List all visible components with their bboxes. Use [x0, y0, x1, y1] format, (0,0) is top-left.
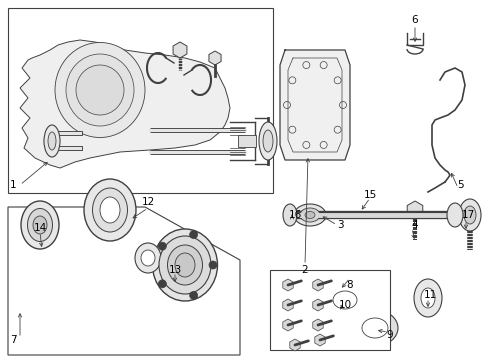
- Text: 16: 16: [289, 210, 302, 220]
- Ellipse shape: [333, 291, 357, 309]
- Ellipse shape: [362, 318, 388, 338]
- Text: 17: 17: [462, 210, 475, 220]
- Polygon shape: [173, 42, 187, 58]
- Text: 1: 1: [10, 180, 16, 190]
- Ellipse shape: [259, 122, 277, 160]
- Circle shape: [190, 292, 197, 300]
- Ellipse shape: [447, 203, 463, 227]
- Ellipse shape: [294, 204, 326, 226]
- Ellipse shape: [135, 243, 161, 273]
- Ellipse shape: [414, 279, 442, 317]
- Polygon shape: [313, 279, 323, 291]
- Polygon shape: [20, 40, 230, 168]
- Text: 11: 11: [423, 290, 437, 300]
- Ellipse shape: [100, 197, 120, 223]
- Polygon shape: [283, 279, 293, 291]
- Ellipse shape: [93, 188, 127, 232]
- Polygon shape: [8, 207, 240, 355]
- Ellipse shape: [263, 130, 273, 152]
- Ellipse shape: [459, 199, 481, 231]
- Polygon shape: [283, 319, 293, 331]
- Ellipse shape: [152, 229, 218, 301]
- Text: 7: 7: [10, 335, 16, 345]
- Ellipse shape: [464, 206, 476, 224]
- Text: 12: 12: [142, 197, 155, 207]
- Text: 6: 6: [412, 15, 418, 25]
- Text: 5: 5: [457, 180, 464, 190]
- Ellipse shape: [44, 125, 60, 157]
- Ellipse shape: [84, 179, 136, 241]
- Ellipse shape: [21, 201, 59, 249]
- Ellipse shape: [66, 54, 134, 126]
- Polygon shape: [313, 299, 323, 311]
- Text: 13: 13: [169, 265, 182, 275]
- Bar: [8, 8, 273, 193]
- Text: 9: 9: [387, 330, 393, 340]
- Circle shape: [158, 242, 166, 250]
- Text: 2: 2: [302, 265, 308, 275]
- Ellipse shape: [305, 211, 315, 219]
- Ellipse shape: [33, 216, 47, 234]
- Ellipse shape: [352, 310, 398, 346]
- Circle shape: [190, 230, 197, 239]
- Ellipse shape: [55, 42, 145, 138]
- Ellipse shape: [421, 288, 435, 308]
- Text: 3: 3: [337, 220, 343, 230]
- Polygon shape: [313, 319, 323, 331]
- Polygon shape: [290, 339, 300, 351]
- Bar: [238, 135, 256, 147]
- Polygon shape: [315, 334, 325, 346]
- Text: 10: 10: [339, 300, 351, 310]
- Polygon shape: [280, 50, 350, 160]
- Text: 8: 8: [347, 280, 353, 290]
- Text: 4: 4: [412, 220, 418, 230]
- Ellipse shape: [175, 253, 195, 277]
- Ellipse shape: [27, 208, 52, 242]
- Circle shape: [209, 261, 217, 269]
- Ellipse shape: [324, 284, 366, 316]
- Bar: [270, 270, 390, 350]
- Polygon shape: [209, 51, 221, 65]
- Text: 15: 15: [364, 190, 377, 200]
- Ellipse shape: [283, 204, 297, 226]
- Ellipse shape: [141, 250, 155, 266]
- Circle shape: [158, 280, 166, 288]
- Ellipse shape: [76, 65, 124, 115]
- Ellipse shape: [159, 236, 211, 294]
- Ellipse shape: [48, 132, 56, 150]
- Polygon shape: [283, 299, 293, 311]
- Ellipse shape: [168, 245, 202, 285]
- Polygon shape: [407, 201, 423, 219]
- Text: 14: 14: [33, 223, 47, 233]
- Ellipse shape: [300, 208, 320, 222]
